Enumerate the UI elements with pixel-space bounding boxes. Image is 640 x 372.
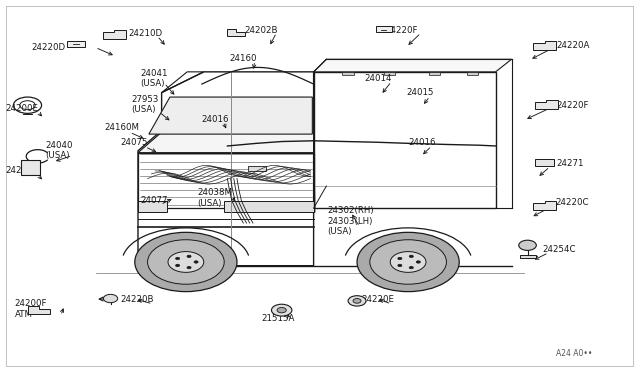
Polygon shape — [384, 72, 396, 75]
Text: 21515A: 21515A — [261, 314, 294, 323]
Circle shape — [348, 296, 366, 306]
Polygon shape — [534, 159, 554, 166]
Circle shape — [277, 308, 286, 313]
Text: 24160M: 24160M — [104, 123, 139, 132]
Polygon shape — [28, 306, 50, 314]
Polygon shape — [149, 97, 312, 134]
Polygon shape — [533, 41, 556, 50]
Text: 24200E: 24200E — [6, 104, 39, 113]
Polygon shape — [103, 30, 126, 39]
Polygon shape — [520, 255, 536, 258]
Polygon shape — [67, 41, 85, 47]
Circle shape — [519, 240, 536, 250]
Text: 24040
(USA): 24040 (USA) — [45, 141, 73, 160]
Polygon shape — [138, 201, 167, 212]
Text: 24014: 24014 — [365, 74, 392, 83]
Polygon shape — [138, 132, 314, 153]
Circle shape — [390, 251, 426, 272]
Polygon shape — [533, 201, 556, 210]
Text: 24302(RH)
24303(LH)
(USA): 24302(RH) 24303(LH) (USA) — [328, 206, 374, 236]
Circle shape — [194, 261, 198, 263]
Polygon shape — [314, 59, 511, 72]
Circle shape — [187, 266, 191, 269]
Text: 24254C: 24254C — [542, 244, 576, 253]
Circle shape — [357, 232, 460, 292]
Circle shape — [353, 299, 361, 303]
Circle shape — [175, 264, 180, 267]
Polygon shape — [429, 72, 440, 75]
Text: 24202B: 24202B — [244, 26, 278, 35]
Text: 24220E: 24220E — [362, 295, 394, 304]
Text: A24 A0••: A24 A0•• — [556, 349, 593, 358]
Text: 24200B: 24200B — [6, 166, 39, 175]
Circle shape — [398, 257, 402, 260]
Text: 24220B: 24220B — [121, 295, 154, 304]
Circle shape — [398, 264, 402, 267]
Circle shape — [370, 240, 447, 284]
Text: 27953
(USA): 27953 (USA) — [131, 95, 158, 114]
Text: 24077: 24077 — [140, 196, 168, 205]
Text: 24016: 24016 — [202, 115, 229, 124]
Polygon shape — [21, 160, 40, 175]
Polygon shape — [224, 201, 314, 212]
Circle shape — [168, 251, 204, 272]
Text: 24220D: 24220D — [31, 42, 65, 51]
Polygon shape — [342, 72, 354, 75]
Text: 24210D: 24210D — [129, 29, 163, 38]
Circle shape — [135, 232, 237, 292]
Circle shape — [104, 294, 118, 303]
Circle shape — [148, 240, 224, 284]
Text: 24220F: 24220F — [556, 101, 589, 110]
Text: 24041
(USA): 24041 (USA) — [140, 69, 168, 88]
Text: 24160: 24160 — [230, 54, 257, 63]
Text: 24016: 24016 — [408, 138, 436, 147]
Circle shape — [409, 266, 413, 269]
Circle shape — [409, 255, 413, 257]
Polygon shape — [467, 72, 478, 75]
Text: 24015: 24015 — [406, 88, 434, 97]
Text: 24220A: 24220A — [556, 41, 589, 51]
Polygon shape — [227, 29, 244, 36]
Circle shape — [271, 304, 292, 316]
Text: 24220F: 24220F — [385, 26, 418, 35]
Text: 24200F
ATM: 24200F ATM — [15, 299, 47, 319]
Polygon shape — [376, 26, 392, 32]
Text: 24075: 24075 — [121, 138, 148, 147]
Text: 24271: 24271 — [556, 158, 584, 167]
Circle shape — [187, 255, 191, 257]
Text: 24038M
(USA): 24038M (USA) — [197, 188, 232, 208]
Polygon shape — [248, 166, 266, 171]
Polygon shape — [534, 100, 557, 109]
Circle shape — [416, 261, 420, 263]
Circle shape — [175, 257, 180, 260]
Text: 24220C: 24220C — [555, 198, 589, 207]
